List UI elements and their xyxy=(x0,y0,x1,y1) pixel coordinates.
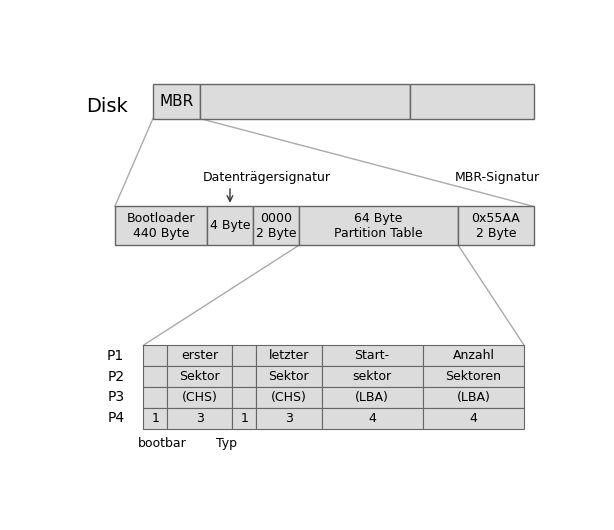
Text: 64 Byte
Partition Table: 64 Byte Partition Table xyxy=(334,212,423,240)
FancyBboxPatch shape xyxy=(167,366,233,387)
FancyBboxPatch shape xyxy=(144,366,167,387)
FancyBboxPatch shape xyxy=(253,206,299,245)
FancyBboxPatch shape xyxy=(115,206,207,245)
FancyBboxPatch shape xyxy=(233,387,256,408)
Text: Start-: Start- xyxy=(355,349,390,362)
FancyBboxPatch shape xyxy=(144,408,167,429)
Text: (LBA): (LBA) xyxy=(356,391,389,404)
Text: Anzahl: Anzahl xyxy=(453,349,494,362)
FancyBboxPatch shape xyxy=(256,366,322,387)
FancyBboxPatch shape xyxy=(423,345,524,366)
FancyBboxPatch shape xyxy=(233,408,256,429)
Text: letzter: letzter xyxy=(268,349,309,362)
FancyBboxPatch shape xyxy=(144,387,167,408)
FancyBboxPatch shape xyxy=(167,408,233,429)
FancyBboxPatch shape xyxy=(458,206,534,245)
Text: MBR: MBR xyxy=(160,94,194,109)
FancyBboxPatch shape xyxy=(144,345,167,366)
Text: 3: 3 xyxy=(196,412,204,425)
FancyBboxPatch shape xyxy=(167,387,233,408)
FancyBboxPatch shape xyxy=(410,84,534,119)
Text: P1: P1 xyxy=(107,349,124,363)
Text: 0x55AA
2 Byte: 0x55AA 2 Byte xyxy=(472,212,520,240)
FancyBboxPatch shape xyxy=(200,84,410,119)
FancyBboxPatch shape xyxy=(423,366,524,387)
Text: 1: 1 xyxy=(151,412,159,425)
Text: bootbar: bootbar xyxy=(138,437,187,450)
FancyBboxPatch shape xyxy=(207,206,253,245)
Text: Disk: Disk xyxy=(86,97,128,116)
FancyBboxPatch shape xyxy=(423,387,524,408)
Text: (CHS): (CHS) xyxy=(182,391,217,404)
Text: P4: P4 xyxy=(107,411,124,426)
Text: 3: 3 xyxy=(285,412,293,425)
FancyBboxPatch shape xyxy=(322,366,423,387)
Text: 4: 4 xyxy=(470,412,477,425)
FancyBboxPatch shape xyxy=(322,345,423,366)
Text: Sektor: Sektor xyxy=(268,370,309,383)
Text: Sektoren: Sektoren xyxy=(445,370,502,383)
FancyBboxPatch shape xyxy=(423,408,524,429)
FancyBboxPatch shape xyxy=(322,387,423,408)
Text: 1: 1 xyxy=(240,412,248,425)
Text: Typ: Typ xyxy=(216,437,237,450)
Text: P3: P3 xyxy=(107,391,124,404)
Text: MBR-Signatur: MBR-Signatur xyxy=(455,171,540,184)
FancyBboxPatch shape xyxy=(256,387,322,408)
Text: Bootloader
440 Byte: Bootloader 440 Byte xyxy=(126,212,195,240)
FancyBboxPatch shape xyxy=(233,366,256,387)
FancyBboxPatch shape xyxy=(299,206,458,245)
FancyBboxPatch shape xyxy=(256,345,322,366)
FancyBboxPatch shape xyxy=(256,408,322,429)
Text: 4 Byte: 4 Byte xyxy=(210,219,251,232)
Text: (LBA): (LBA) xyxy=(456,391,491,404)
FancyBboxPatch shape xyxy=(233,345,256,366)
Text: Datenträgersignatur: Datenträgersignatur xyxy=(203,171,331,184)
Text: P2: P2 xyxy=(107,369,124,384)
Text: sektor: sektor xyxy=(352,370,392,383)
Text: Sektor: Sektor xyxy=(179,370,220,383)
Text: (CHS): (CHS) xyxy=(271,391,307,404)
Text: erster: erster xyxy=(181,349,218,362)
FancyBboxPatch shape xyxy=(167,345,233,366)
FancyBboxPatch shape xyxy=(153,84,200,119)
Text: 0000
2 Byte: 0000 2 Byte xyxy=(256,212,297,240)
FancyBboxPatch shape xyxy=(322,408,423,429)
Text: 4: 4 xyxy=(368,412,376,425)
